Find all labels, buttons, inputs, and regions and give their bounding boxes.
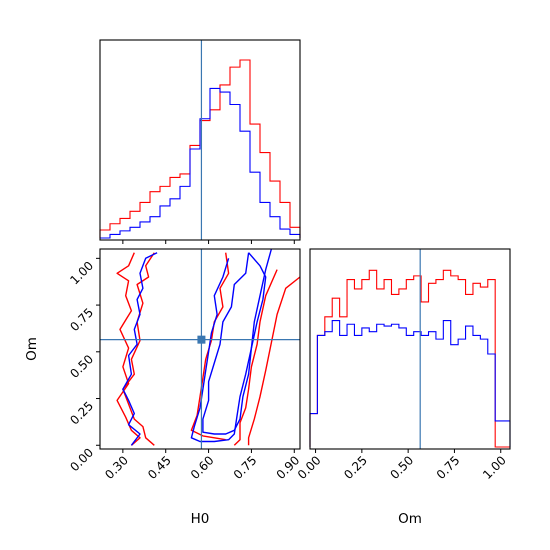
joint-truth-point (197, 335, 206, 344)
om-x-tick-label: 0.50 (387, 453, 416, 482)
om-axis-label: Om (24, 337, 40, 361)
joint-x-tick-label: 0.45 (145, 453, 174, 482)
joint-y-tick-label: 0.50 (67, 352, 96, 381)
joint-y-tick-label: 0.25 (67, 399, 96, 428)
contour-line-7 (190, 248, 273, 443)
om-marginal-axis-label: Om (398, 511, 422, 527)
contour-line-6 (202, 252, 267, 435)
om-x-tick-label: 1.00 (480, 453, 509, 482)
joint-x-tick-label: 0.60 (188, 453, 217, 482)
om-x-tick-label: 0.25 (341, 453, 370, 482)
contour-line-3 (247, 276, 301, 446)
om-marginal-panel: 0.00 0.25 0.50 0.75 1.00 Om (295, 248, 511, 527)
om-marginal-frame (309, 248, 511, 450)
joint-y-tick-label: 1.00 (67, 259, 96, 288)
hist-series-0 (309, 269, 510, 448)
hist-series-1 (309, 319, 511, 447)
h0-marginal-frame (99, 39, 301, 241)
hist-series-1 (100, 87, 301, 239)
joint-panel: 0.30 0.45 0.60 0.75 0.900.000.250.500.751.00… (24, 248, 302, 527)
h0-marginal-panel (99, 39, 301, 244)
joint-y-tick-label: 0.00 (67, 445, 96, 474)
contour-line-4 (233, 269, 278, 446)
contour-line-1 (122, 252, 155, 446)
om-x-tick-label: 0.00 (295, 453, 324, 482)
joint-x-tick-label: 0.30 (102, 453, 131, 482)
contour-line-2 (122, 252, 158, 446)
joint-y-tick-label: 0.75 (67, 305, 96, 334)
joint-x-tick-label: 0.75 (231, 453, 260, 482)
om-x-tick-label: 0.75 (434, 453, 463, 482)
h0-axis-label: H0 (191, 511, 210, 527)
joint-frame (99, 248, 301, 450)
